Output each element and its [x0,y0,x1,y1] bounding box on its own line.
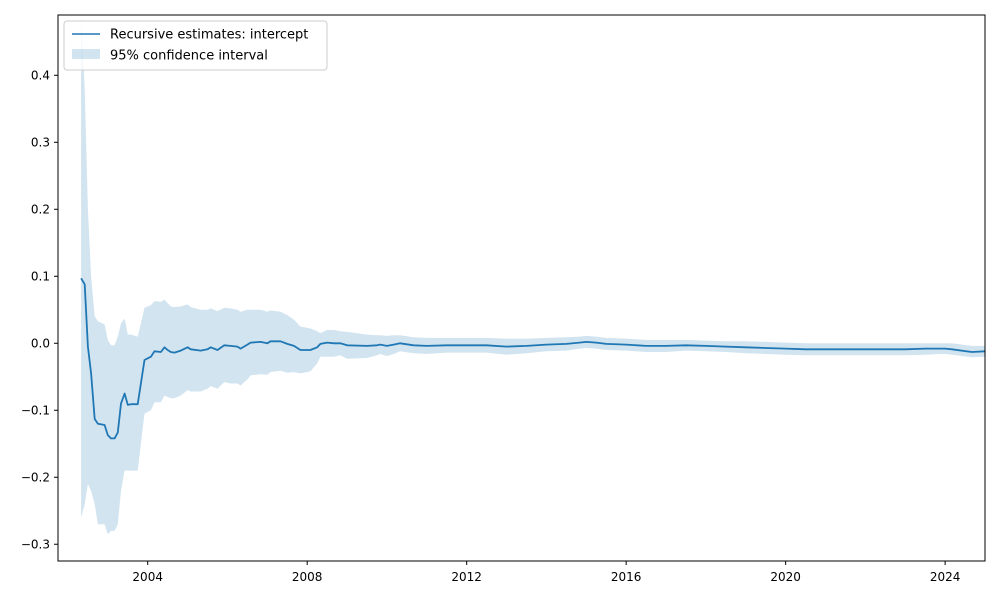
x-tick-label: 2012 [451,570,482,584]
x-tick-label: 2024 [930,570,961,584]
y-tick-label: −0.1 [21,403,50,417]
legend-label-line: Recursive estimates: intercept [110,28,308,43]
y-tick-label: 0.4 [31,68,50,82]
y-axis: −0.3 −0.2 −0.1 0.0 0.1 0.2 0.3 0.4 [21,68,58,551]
y-tick-label: −0.2 [21,470,50,484]
legend-band-swatch [72,49,100,59]
recursive-estimate-line [80,277,985,440]
line-layer [80,277,985,440]
legend-label-band: 95% confidence interval [110,49,268,64]
x-tick-label: 2004 [132,570,163,584]
x-axis: 2004 2008 2012 2016 2020 2024 [132,561,960,584]
y-tick-label: 0.3 [31,135,50,149]
x-tick-label: 2020 [770,570,801,584]
y-tick-label: −0.3 [21,537,50,551]
x-tick-label: 2016 [611,570,642,584]
y-tick-label: 0.1 [31,269,50,283]
plot-frame [57,14,986,562]
legend-box [63,20,328,71]
x-tick-label: 2008 [292,570,323,584]
y-tick-label: 0.2 [31,202,50,216]
legend: Recursive estimates: intercept 95% confi… [63,20,328,71]
y-tick-label: 0.0 [31,336,50,350]
